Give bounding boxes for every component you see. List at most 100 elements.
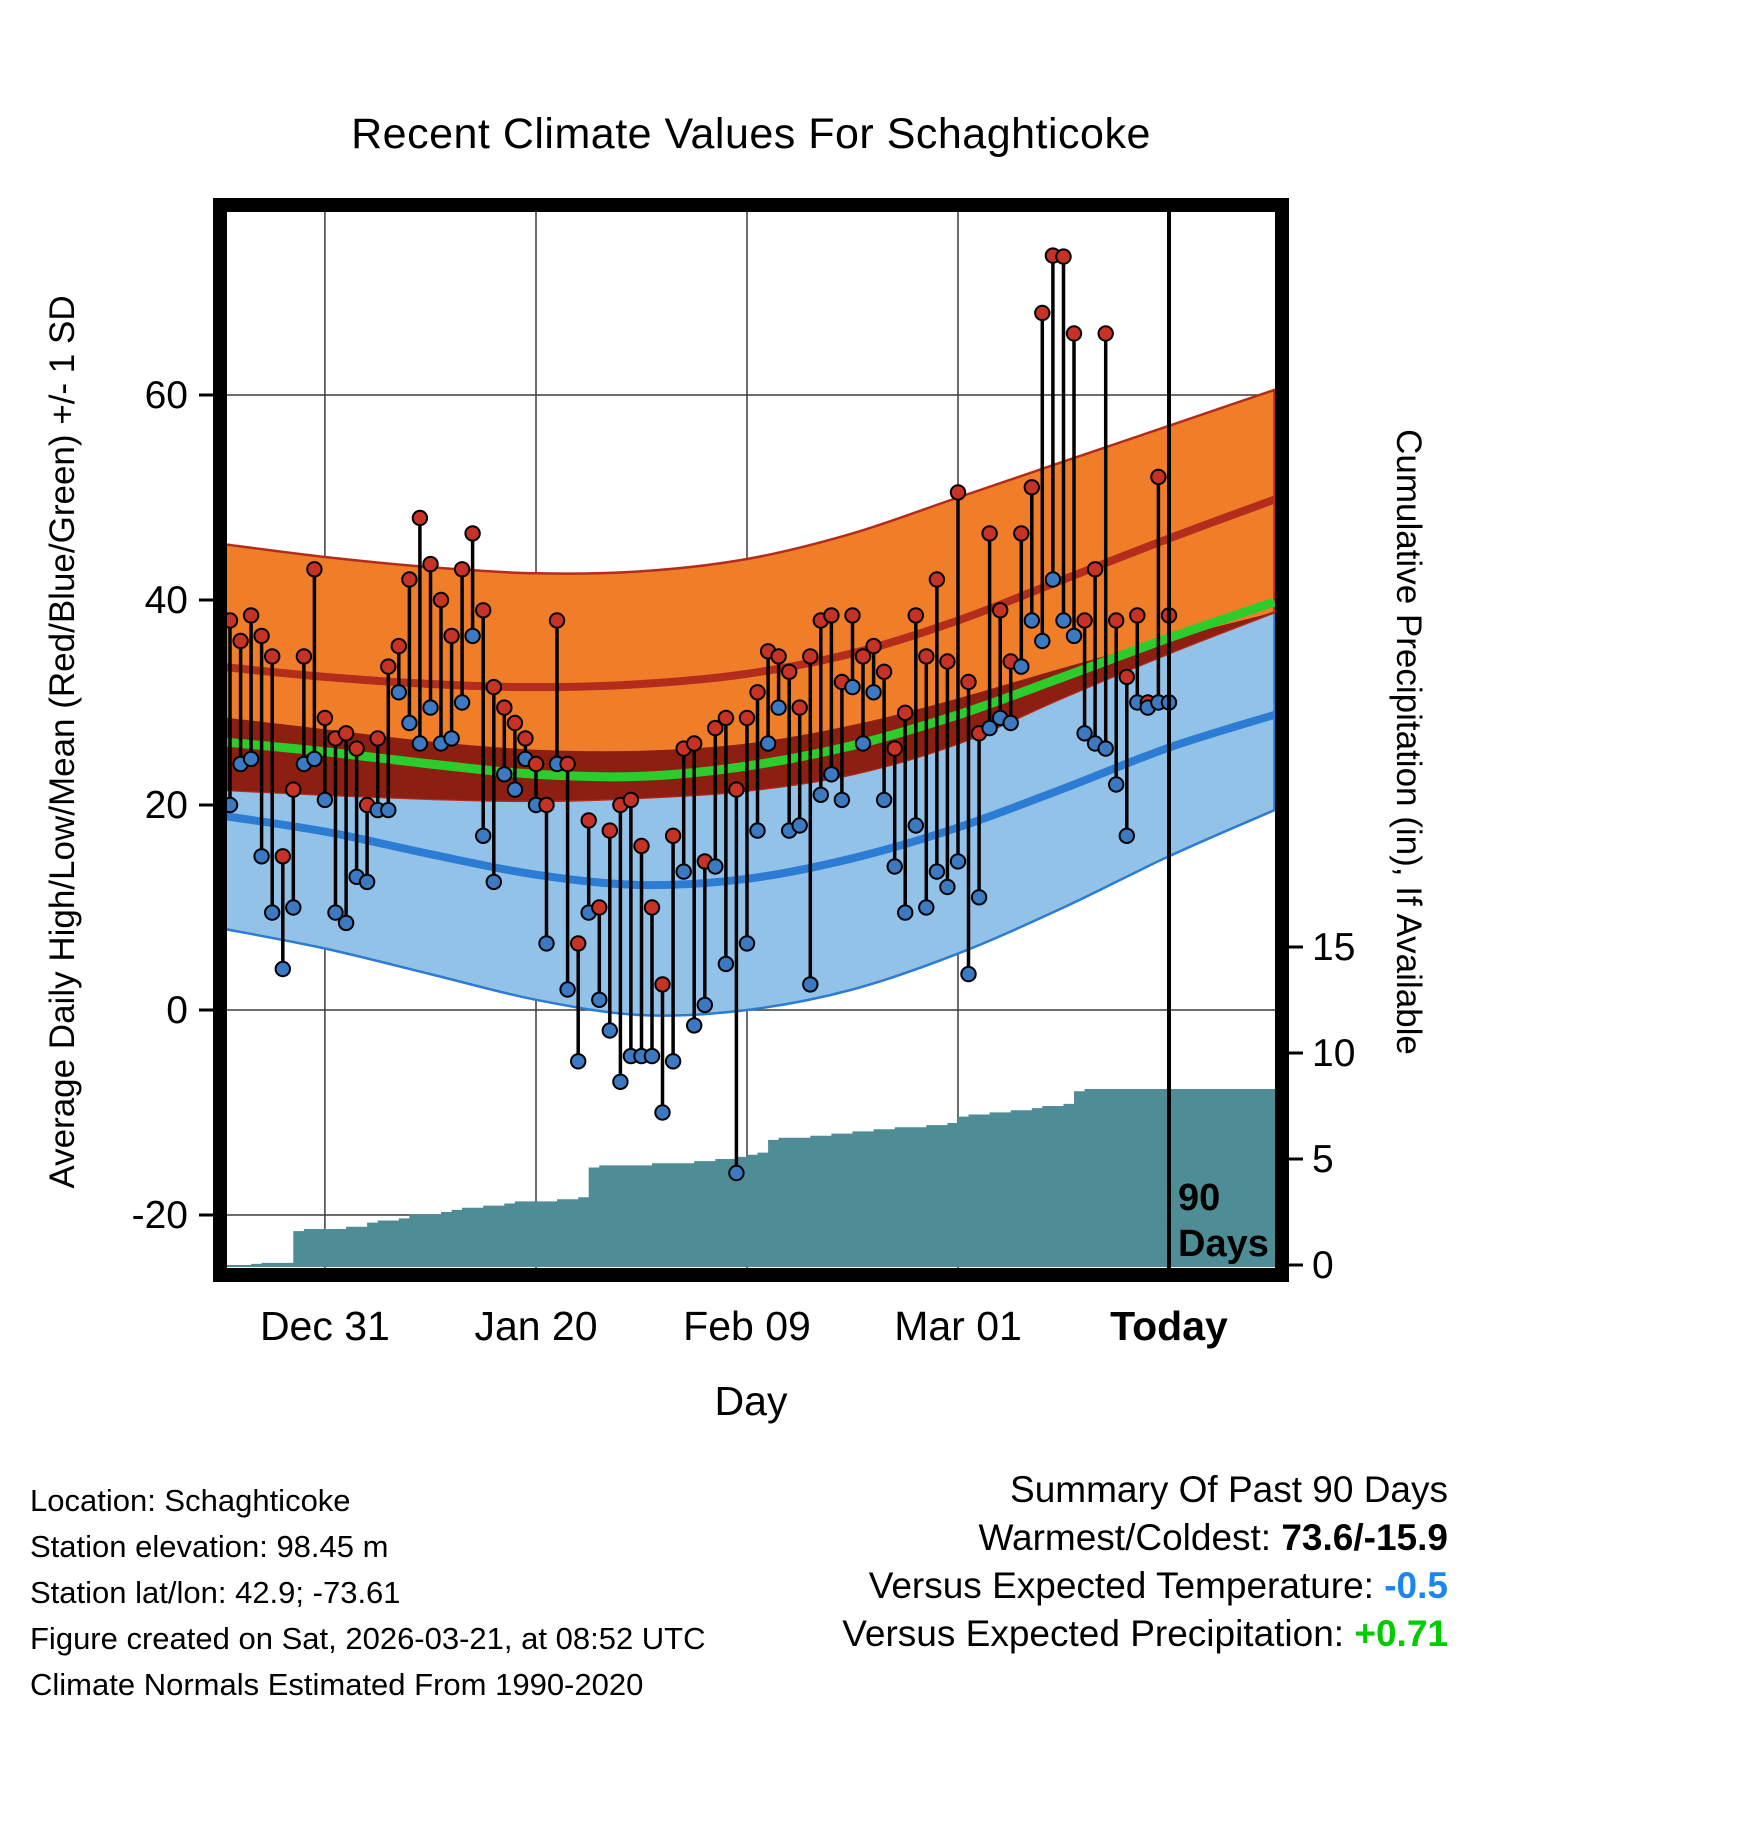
x-axis-label: Day [714,1378,788,1424]
x-tick-label: Mar 01 [894,1303,1022,1349]
daily-high-marker [949,484,967,501]
daily-high-marker [316,709,334,727]
band-overlap-region [227,612,1275,801]
vs-precip-label: Versus Expected Precipitation: [842,1613,1355,1654]
daily-low-marker [728,1164,745,1182]
daily-low-marker [1034,632,1051,650]
daily-high-marker [865,637,882,655]
daily-low-marker [1055,612,1072,629]
summary-vs-precip: Versus Expected Precipitation: +0.71 [842,1610,1448,1658]
daily-low-marker [654,1104,671,1121]
daily-low-marker [337,914,355,932]
daily-high-marker [823,607,840,624]
daily-low-marker [1044,571,1062,588]
daily-high-marker [232,632,249,650]
daily-high-marker [907,607,924,624]
daily-high-marker [686,735,703,752]
daily-high-marker [475,602,492,619]
daily-high-marker [380,658,397,675]
daily-high-marker [844,607,861,624]
daily-low-marker [453,694,471,711]
daily-low-marker [316,791,334,809]
daily-high-marker [875,663,893,680]
daily-high-marker [960,673,977,691]
daily-high-marker [1034,304,1051,322]
daily-low-marker [1013,658,1030,675]
left-tick-label: 20 [145,784,188,827]
daily-low-marker [559,981,576,998]
x-tick-label: Today [1110,1303,1228,1349]
daily-low-marker [1097,740,1114,757]
warmest-coldest-value: 73.6/-15.9 [1281,1517,1448,1558]
daily-high-marker [854,648,872,665]
summary-vs-temp: Versus Expected Temperature: -0.5 [842,1562,1448,1610]
climate-normals-note: Climate Normals Estimated From 1990-2020 [30,1667,644,1702]
daily-high-marker [295,648,313,665]
daily-high-marker [517,730,534,747]
ninety-day-label-top: 90 [1178,1177,1220,1219]
daily-low-marker [612,1073,629,1091]
daily-low-marker [464,627,481,645]
daily-high-marker [1065,325,1083,342]
daily-low-marker [717,955,735,973]
daily-high-marker [728,781,745,798]
daily-low-marker [802,976,819,993]
daily-low-marker [601,1022,618,1039]
daily-high-marker [422,555,439,573]
daily-high-marker [485,678,502,696]
plot-border [213,198,1289,1282]
daily-high-marker [496,699,513,716]
daily-low-marker [506,781,524,798]
daily-low-marker [939,878,956,896]
daily-high-marker [981,525,998,542]
daily-low-marker [1118,827,1136,844]
daily-high-marker [548,612,566,629]
daily-high-marker [791,699,808,716]
daily-high-marker [770,648,787,665]
daily-high-marker [527,755,545,773]
daily-low-marker [770,699,787,716]
daily-high-marker [1013,525,1030,542]
daily-high-marker [1118,668,1136,686]
x-tick-label: Dec 31 [260,1303,390,1349]
daily-low-marker [791,817,808,834]
vs-temp-value: -0.5 [1384,1565,1448,1606]
daily-high-marker [464,525,481,542]
daily-low-marker [823,766,840,783]
daily-low-marker [833,791,851,809]
daily-low-marker [897,904,914,921]
daily-high-marker [559,755,576,773]
daily-low-marker [970,889,988,906]
daily-high-marker [601,822,618,839]
daily-low-marker [401,714,418,732]
daily-low-marker [686,1017,703,1034]
daily-high-marker [253,627,270,645]
daily-low-marker [981,719,998,737]
right-tick-label: 0 [1312,1244,1334,1287]
daily-low-marker [264,904,281,921]
daily-low-marker [907,817,924,834]
daily-low-marker [738,935,756,952]
daily-low-marker [928,863,946,880]
figure-created: Figure created on Sat, 2026-03-21, at 08… [30,1621,706,1656]
daily-low-marker [844,678,861,696]
daily-low-marker [696,996,713,1014]
daily-high-marker [707,719,724,737]
daily-high-marker [411,509,429,527]
daily-high-marker [928,571,946,588]
page-title: Recent Climate Values For Schaghticoke [351,110,1151,158]
daily-high-marker [1108,612,1125,629]
daily-low-marker [358,873,376,891]
daily-high-marker [285,781,302,798]
daily-high-marker [274,848,291,865]
summary-block: Summary Of Past 90 Days Warmest/Coldest:… [842,1466,1448,1658]
x-tick-label: Feb 09 [683,1303,811,1349]
daily-high-marker [918,648,935,665]
daily-high-marker [538,796,555,814]
daily-high-marker [633,837,650,855]
daily-low-marker [253,848,270,865]
daily-low-marker [854,735,872,752]
vs-temp-label: Versus Expected Temperature: [868,1565,1385,1606]
